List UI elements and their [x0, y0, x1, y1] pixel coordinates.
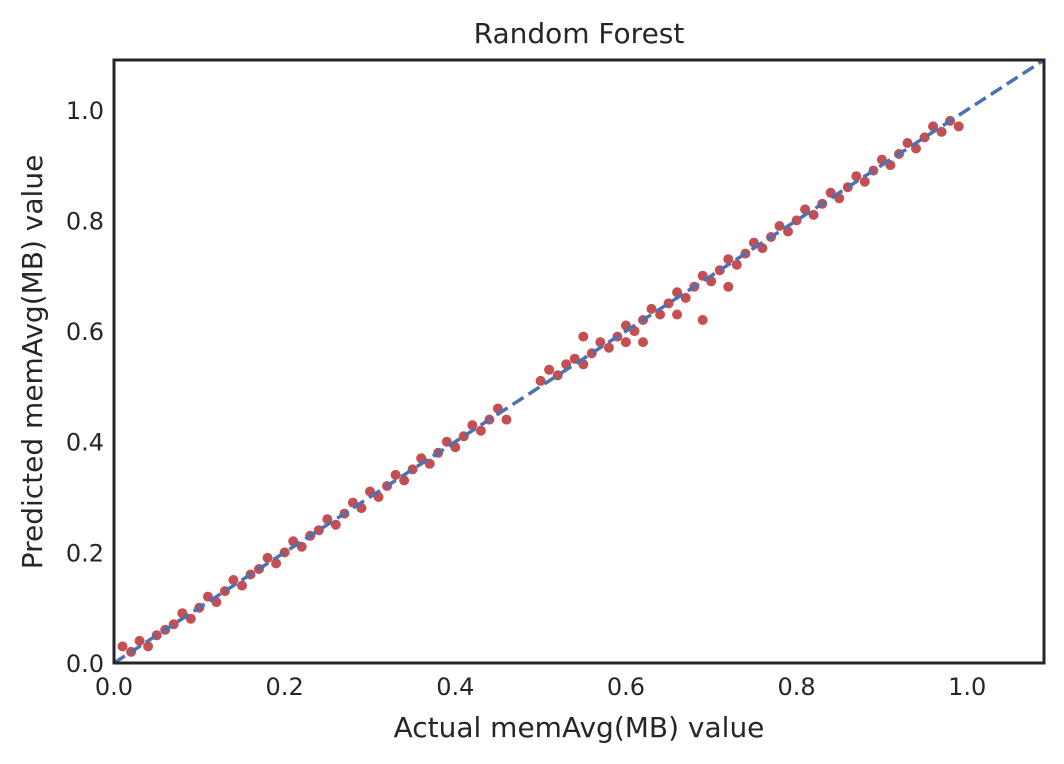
- y-tick-label: 0.6: [66, 318, 104, 346]
- x-axis-ticks: 0.0 0.2 0.4 0.6 0.8 1.0: [95, 673, 986, 701]
- data-point: [603, 342, 614, 353]
- data-point: [774, 221, 785, 231]
- y-tick-label: 0.2: [66, 539, 104, 567]
- data-point: [535, 375, 546, 386]
- x-tick-label: 1.0: [948, 673, 986, 701]
- x-axis-label: Actual memAvg(MB) value: [394, 711, 765, 744]
- y-axis-ticks: 0.0 0.2 0.4 0.6 0.8 1.0: [66, 97, 104, 678]
- y-tick-label: 0.8: [66, 207, 104, 235]
- x-tick-label: 0.0: [95, 673, 133, 701]
- data-point: [723, 254, 734, 265]
- data-point: [697, 315, 708, 325]
- data-point: [620, 337, 631, 348]
- data-point: [578, 331, 589, 342]
- reference-line: [113, 58, 1045, 665]
- data-point: [134, 635, 145, 646]
- x-tick-label: 0.6: [607, 673, 645, 701]
- data-point: [646, 303, 657, 314]
- data-point: [228, 575, 239, 585]
- data-point: [859, 176, 870, 187]
- x-tick-label: 0.4: [436, 673, 474, 701]
- data-point: [953, 121, 964, 132]
- data-point: [330, 519, 341, 530]
- data-point: [237, 580, 247, 591]
- data-point: [117, 641, 128, 652]
- data-point: [595, 337, 606, 348]
- y-axis-label: Predicted memAvg(MB) value: [16, 155, 49, 570]
- plot-frame: [112, 58, 1046, 665]
- y-tick-label: 0.0: [66, 650, 104, 678]
- data-point: [936, 126, 947, 137]
- y-tick-label: 1.0: [66, 97, 104, 125]
- data-point: [262, 552, 273, 563]
- data-point: [390, 469, 401, 480]
- x-tick-label: 0.2: [266, 673, 304, 701]
- data-point: [672, 309, 683, 320]
- data-point: [808, 209, 819, 220]
- data-point: [731, 259, 742, 270]
- chart-title: Random Forest: [474, 17, 685, 50]
- data-point: [501, 414, 512, 425]
- data-point: [271, 558, 282, 569]
- x-tick-label: 0.8: [777, 673, 815, 701]
- plot-area: [112, 58, 1046, 665]
- reference-line-group: [113, 58, 1045, 665]
- data-point: [475, 425, 486, 436]
- data-point: [143, 641, 154, 652]
- data-point: [723, 281, 734, 292]
- data-point: [851, 171, 862, 182]
- data-point: [638, 337, 648, 348]
- data-point: [902, 138, 913, 148]
- data-point: [544, 364, 555, 375]
- y-tick-label: 0.4: [66, 429, 104, 457]
